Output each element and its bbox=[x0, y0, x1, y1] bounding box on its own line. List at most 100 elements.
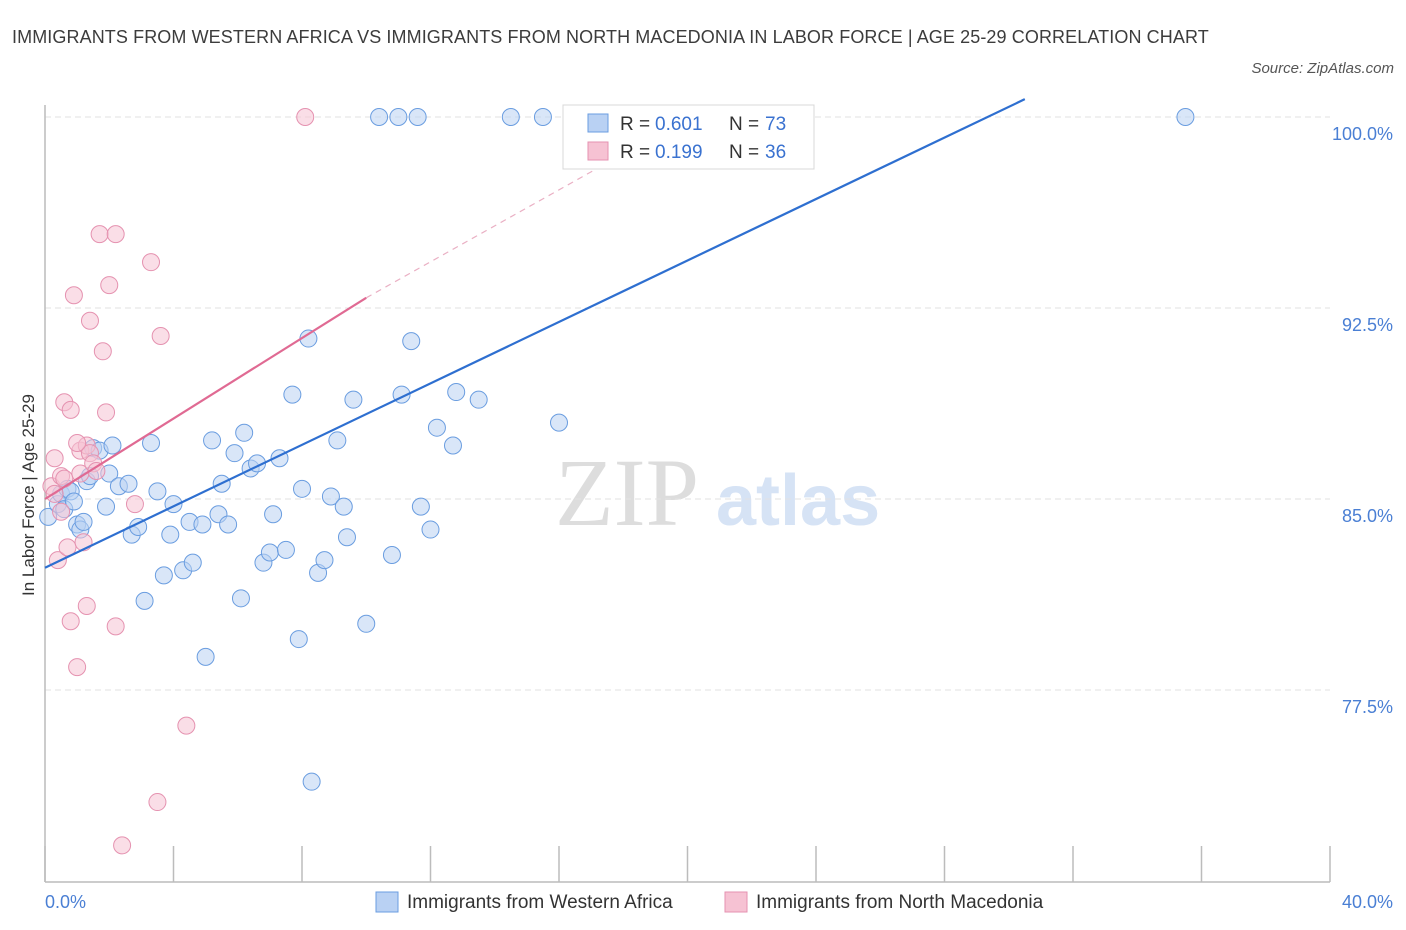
point-western-africa bbox=[74, 512, 93, 531]
point-north-macedonia bbox=[52, 502, 71, 521]
point-north-macedonia bbox=[55, 469, 74, 488]
axes bbox=[44, 105, 1331, 883]
y-axis-title: In Labor Force | Age 25-29 bbox=[19, 394, 38, 596]
legend-swatch-north-macedonia bbox=[724, 891, 748, 913]
stat-n-label-blue: N = bbox=[729, 114, 759, 135]
point-north-macedonia bbox=[93, 342, 112, 361]
point-western-africa bbox=[231, 589, 250, 608]
point-western-africa bbox=[64, 492, 83, 511]
point-western-africa bbox=[321, 487, 340, 506]
point-western-africa bbox=[533, 108, 552, 126]
point-western-africa bbox=[370, 108, 389, 126]
point-western-africa bbox=[193, 515, 212, 534]
point-north-macedonia bbox=[61, 612, 80, 631]
point-western-africa bbox=[103, 436, 122, 455]
point-north-macedonia bbox=[68, 658, 87, 677]
point-north-macedonia bbox=[177, 716, 196, 735]
point-western-africa bbox=[196, 647, 215, 666]
point-western-africa bbox=[1176, 108, 1195, 126]
point-western-africa bbox=[203, 431, 222, 450]
point-western-africa bbox=[225, 444, 244, 463]
point-western-africa bbox=[264, 505, 283, 524]
point-western-africa bbox=[411, 497, 430, 516]
trend-line-western-africa bbox=[44, 98, 1026, 569]
stat-n-value-pink: 36 bbox=[765, 142, 786, 163]
legend-label-north-macedonia: Immigrants from North Macedonia bbox=[756, 892, 1044, 913]
stat-r-value-blue: 0.601 bbox=[655, 114, 703, 135]
point-western-africa bbox=[402, 332, 421, 351]
point-north-macedonia bbox=[106, 225, 125, 244]
point-north-macedonia bbox=[90, 225, 109, 244]
stat-r-value-pink: 0.199 bbox=[655, 142, 703, 163]
point-north-macedonia bbox=[64, 286, 83, 305]
point-western-africa bbox=[447, 383, 466, 402]
point-western-africa bbox=[293, 479, 311, 498]
point-north-macedonia bbox=[100, 276, 119, 295]
chart-title: IMMIGRANTS FROM WESTERN AFRICA VS IMMIGR… bbox=[12, 27, 1209, 47]
legend-label-western-africa: Immigrants from Western Africa bbox=[407, 892, 673, 913]
series-legend: Immigrants from Western Africa Immigrant… bbox=[375, 891, 1044, 913]
point-north-macedonia bbox=[80, 311, 99, 330]
point-western-africa bbox=[183, 553, 202, 572]
stat-r-label-pink: R = bbox=[620, 142, 650, 163]
trend-extension-north-macedonia bbox=[365, 162, 608, 299]
point-western-africa bbox=[389, 108, 408, 126]
y-tick-label: 77.5% bbox=[1342, 697, 1393, 717]
point-north-macedonia bbox=[68, 433, 87, 452]
point-western-africa bbox=[337, 528, 356, 547]
point-western-africa bbox=[283, 385, 302, 404]
watermark: ZIP atlas bbox=[555, 439, 880, 546]
point-north-macedonia bbox=[151, 327, 170, 346]
series-north-macedonia bbox=[42, 108, 315, 855]
point-western-africa bbox=[302, 772, 321, 791]
point-western-africa bbox=[408, 108, 427, 126]
y-tick-label: 100.0% bbox=[1332, 124, 1393, 144]
point-western-africa bbox=[235, 423, 254, 442]
point-western-africa bbox=[315, 551, 334, 570]
point-north-macedonia bbox=[45, 449, 64, 468]
x-tick-label-min: 0.0% bbox=[45, 892, 86, 912]
point-western-africa bbox=[97, 497, 116, 516]
gridlines bbox=[45, 116, 1330, 691]
point-north-macedonia bbox=[113, 836, 132, 855]
point-north-macedonia bbox=[77, 596, 96, 615]
watermark-zip: ZIP bbox=[555, 439, 699, 546]
point-western-africa bbox=[421, 520, 440, 539]
tick-labels: 77.5% 85.0% 92.5% 100.0% 0.0% 40.0% bbox=[45, 124, 1393, 912]
stat-legend-swatch-blue bbox=[587, 113, 609, 133]
point-western-africa bbox=[276, 540, 295, 559]
point-north-macedonia bbox=[148, 793, 167, 812]
point-western-africa bbox=[443, 436, 462, 455]
point-western-africa bbox=[469, 390, 488, 409]
point-western-africa bbox=[119, 474, 138, 493]
trend-lines bbox=[44, 98, 1026, 569]
point-western-africa bbox=[334, 497, 353, 516]
point-western-africa bbox=[260, 543, 279, 562]
y-tick-label: 85.0% bbox=[1342, 506, 1393, 526]
point-western-africa bbox=[289, 630, 308, 649]
point-western-africa bbox=[550, 413, 568, 432]
stat-n-label-pink: N = bbox=[729, 142, 759, 163]
point-north-macedonia bbox=[125, 495, 144, 514]
series-western-africa bbox=[39, 108, 1195, 791]
stat-r-label-blue: R = bbox=[620, 114, 650, 135]
point-western-africa bbox=[142, 433, 161, 452]
point-western-africa bbox=[148, 482, 167, 501]
point-western-africa bbox=[161, 525, 180, 544]
legend-swatch-western-africa bbox=[375, 891, 399, 913]
x-tick-label-max: 40.0% bbox=[1342, 892, 1393, 912]
point-western-africa bbox=[357, 614, 376, 633]
point-north-macedonia bbox=[296, 108, 315, 126]
point-western-africa bbox=[382, 546, 401, 565]
point-western-africa bbox=[501, 108, 520, 126]
point-western-africa bbox=[344, 390, 363, 409]
point-western-africa bbox=[154, 566, 173, 585]
stat-legend: R = 0.601 N = 73 R = 0.199 N = 36 bbox=[562, 104, 815, 170]
source-label: Source: ZipAtlas.com bbox=[1251, 60, 1394, 77]
point-western-africa bbox=[135, 591, 154, 610]
stat-n-value-blue: 73 bbox=[765, 114, 786, 135]
stat-legend-swatch-pink bbox=[587, 141, 609, 161]
point-western-africa bbox=[328, 431, 347, 450]
trend-line-north-macedonia bbox=[44, 296, 367, 500]
